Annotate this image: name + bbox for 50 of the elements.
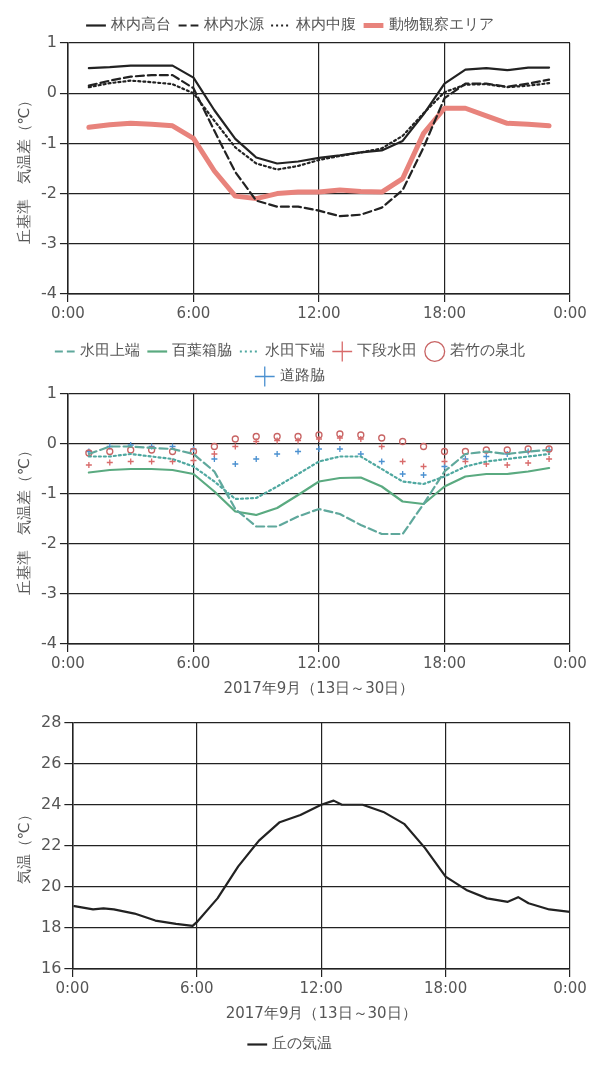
y-tick-label: 20 [41,876,62,896]
y-tick-label: 1 [46,383,57,403]
y-tick-label: -1 [41,483,57,503]
x-tick-label: 18:00 [423,978,468,997]
legend-label: 林内中腹 [295,15,356,34]
y-tick-label: -2 [41,533,57,553]
y-axis-title: 気温（℃） [14,807,33,885]
legend-label: 百葉箱脇 [172,341,233,360]
legend-label: 下段水田 [357,341,418,360]
legend-label: 若竹の泉北 [449,341,525,360]
legend-label: 道路脇 [279,366,325,385]
y-tick-label: 26 [41,752,62,772]
y-tick-label: 1 [46,32,57,52]
legend-label: 丘の気温 [272,1034,333,1053]
y-tick-label: -3 [41,583,57,603]
y-tick-label: 0 [46,433,57,453]
x-tick-label: 0:00 [51,653,85,672]
y-tick-label: 22 [41,834,62,854]
y-tick-label: 16 [41,958,62,978]
x-tick-label: 0:00 [553,653,587,672]
x-axis-title: 2017年9月（13日～30日） [223,678,415,697]
legend-label: 水田上端 [79,341,140,360]
x-tick-label: 18:00 [422,303,467,322]
x-tick-label: 6:00 [179,978,214,997]
y-tick-label: -4 [41,283,57,303]
x-tick-label: 0:00 [55,978,90,997]
x-tick-label: 18:00 [422,653,467,672]
y-axis-title: 丘基準 気温差（℃） [14,443,33,595]
legend-label: 林内高台 [110,15,171,34]
y-tick-label: -2 [41,182,57,202]
y-tick-label: 28 [41,711,62,731]
x-tick-label: 6:00 [176,653,211,672]
y-tick-label: 18 [41,917,62,937]
x-tick-label: 12:00 [297,653,341,672]
legend-label: 動物観察エリア [388,15,494,34]
x-tick-label: 12:00 [297,303,341,322]
y-tick-label: -4 [41,633,57,653]
y-tick-label: 24 [41,793,62,813]
y-axis-title: 丘基準 気温差（℃） [14,92,33,245]
x-tick-label: 12:00 [299,978,343,997]
y-tick-label: -3 [41,232,57,252]
y-tick-label: 0 [46,82,57,102]
legend-label: 水田下端 [264,341,325,360]
x-tick-label: 6:00 [176,303,211,322]
x-axis-title: 2017年9月（13日～30日） [225,1003,417,1022]
y-tick-label: -1 [41,132,57,152]
x-tick-label: 0:00 [553,978,587,997]
legend-label: 林内水源 [202,15,264,34]
x-tick-label: 0:00 [51,303,85,322]
x-tick-label: 0:00 [553,303,587,322]
